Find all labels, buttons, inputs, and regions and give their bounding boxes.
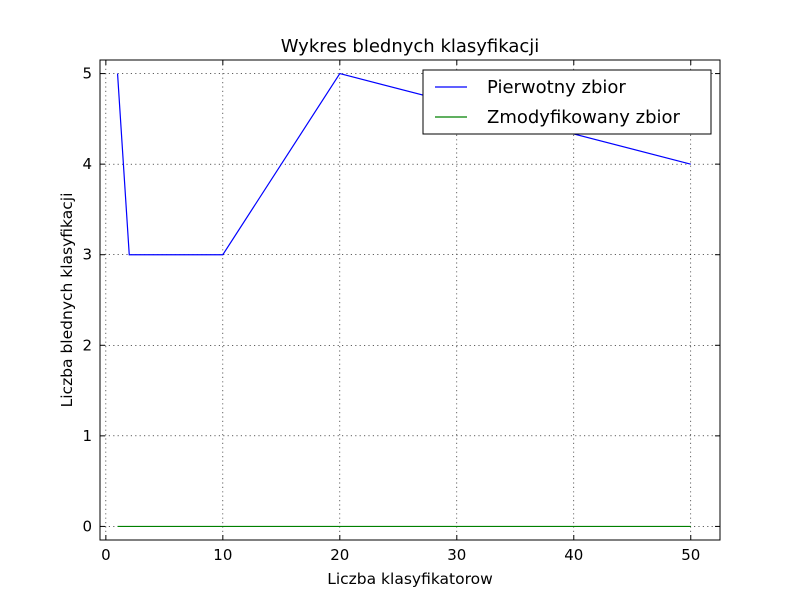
x-tick-label: 50 (681, 546, 700, 564)
axis-ticks: 0 10 20 30 40 50 0 1 2 3 4 5 (82, 60, 720, 564)
series-lines (116, 72, 691, 528)
plot-frame (99, 59, 721, 541)
x-tick-label: 0 (101, 546, 111, 564)
x-tick-label: 20 (330, 546, 349, 564)
grid (100, 60, 720, 540)
x-axis-title: Liczba klasyfikatorow (327, 570, 493, 588)
x-tick-label: 40 (564, 546, 583, 564)
y-tick-label: 4 (82, 155, 92, 173)
x-tick-label: 10 (213, 546, 232, 564)
y-tick-label: 3 (82, 246, 92, 264)
y-tick-label: 2 (82, 336, 92, 354)
legend-label-zmodyfikowany: Zmodyfikowany zbior (487, 107, 681, 128)
y-axis-title: Liczba blednych klasyfikacji (58, 193, 76, 408)
y-tick-label: 5 (82, 65, 92, 83)
legend-box (422, 69, 712, 135)
x-tick-label: 30 (447, 546, 466, 564)
y-tick-label: 0 (82, 517, 92, 535)
legend: Pierwotny zbior Zmodyfikowany zbior (422, 69, 712, 135)
chart-title: Wykres blednych klasyfikacji (281, 36, 540, 57)
legend-label-pierwotny: Pierwotny zbior (487, 77, 626, 98)
y-tick-label: 1 (82, 427, 92, 445)
